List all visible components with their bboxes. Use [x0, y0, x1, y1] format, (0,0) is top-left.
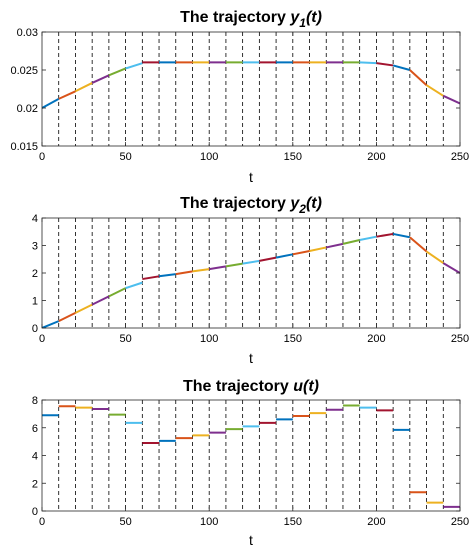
x-tick-label: 200 — [367, 516, 385, 528]
series-segment — [409, 236, 428, 253]
series-segment — [275, 253, 293, 259]
x-tick-label: 100 — [200, 151, 218, 163]
y-tick-label: 0 — [32, 506, 38, 518]
y-tick-label: 0.015 — [10, 141, 38, 153]
series-segment — [74, 82, 93, 93]
series-segment — [74, 303, 93, 314]
series-segment — [125, 62, 143, 70]
series-segment — [409, 69, 428, 86]
x-axis-label: t — [249, 350, 253, 366]
x-tick-label: 250 — [451, 516, 469, 528]
series-segment — [425, 250, 444, 264]
series-segment — [392, 232, 411, 239]
series-segment — [259, 256, 277, 262]
plot-area — [42, 400, 460, 511]
series-segment — [359, 61, 377, 65]
y-tick-label: 8 — [32, 395, 38, 407]
series-segment — [359, 235, 377, 241]
series-group — [42, 232, 460, 328]
x-tick-label: 0 — [39, 151, 45, 163]
series-segment — [442, 94, 460, 105]
series-group — [42, 61, 460, 109]
x-tick-label: 50 — [119, 333, 131, 345]
series-segment — [125, 281, 143, 290]
y-tick-label: 0.02 — [17, 103, 38, 115]
x-tick-label: 100 — [200, 333, 218, 345]
series-segment — [392, 64, 411, 71]
series-segment — [242, 259, 260, 265]
y-tick-label: 3 — [32, 241, 38, 253]
chart-title: The trajectory y2(t) — [180, 195, 322, 216]
series-segment — [42, 320, 60, 328]
subplot-u: 0 50 100 150 200 250 0 2 4 6 8 t The trajectory u(t) — [32, 378, 469, 548]
plot-area — [42, 218, 460, 328]
y-tick-label: 2 — [32, 268, 38, 280]
x-tick-label: 0 — [39, 516, 45, 528]
x-tick-label: 200 — [367, 333, 385, 345]
y-tick-label: 4 — [32, 213, 38, 225]
x-tick-label: 100 — [200, 516, 218, 528]
y-tick-label: 1 — [32, 296, 38, 308]
x-tick-label: 150 — [284, 516, 302, 528]
series-segment — [58, 90, 76, 100]
series-segment — [342, 239, 360, 245]
series-segment — [58, 311, 76, 323]
series-segment — [376, 62, 394, 67]
x-tick-label: 50 — [119, 516, 131, 528]
series-segment — [225, 262, 243, 268]
y-tick-label: 6 — [32, 423, 38, 435]
x-tick-label: 150 — [284, 333, 302, 345]
y-tick-label: 2 — [32, 478, 38, 490]
series-segment — [91, 74, 110, 84]
series-segment — [376, 232, 394, 238]
series-segment — [326, 242, 344, 249]
plot-area — [42, 32, 460, 146]
series-segment — [42, 98, 60, 109]
axes-box — [41, 31, 461, 147]
y-tick-label: 0.025 — [10, 65, 38, 77]
x-tick-label: 250 — [451, 151, 469, 163]
y-tick-label: 0 — [32, 323, 38, 335]
x-axis-label: t — [249, 532, 253, 548]
series-segment — [108, 287, 127, 298]
chart-title: The trajectory u(t) — [183, 378, 319, 395]
y-tick-label: 0.03 — [17, 27, 38, 39]
series-segment — [142, 275, 160, 281]
y-tick-label: 4 — [32, 451, 38, 463]
subplot-y1: 0 50 100 150 200 250 0.015 0.02 0.025 0.03 t The tr… — [10, 9, 469, 185]
x-tick-label: 0 — [39, 333, 45, 345]
series-segment — [292, 250, 310, 256]
series-segment — [192, 268, 210, 273]
subplot-y2: 0 50 100 150 200 250 0 1 2 3 4 t The trajectory y2(t… — [32, 195, 469, 366]
chart-title: The trajectory y1(t) — [180, 9, 322, 30]
x-tick-label: 50 — [119, 151, 131, 163]
x-tick-label: 150 — [284, 151, 302, 163]
x-tick-label: 250 — [451, 333, 469, 345]
series-segment — [175, 270, 193, 276]
series-segment — [309, 246, 327, 252]
series-segment — [158, 273, 176, 278]
series-segment — [108, 67, 126, 77]
series-group — [42, 404, 460, 508]
x-tick-label: 200 — [367, 151, 385, 163]
series-segment — [442, 262, 460, 274]
series-segment — [426, 84, 444, 97]
series-segment — [91, 295, 110, 306]
series-segment — [209, 265, 227, 271]
x-axis-label: t — [249, 169, 253, 185]
